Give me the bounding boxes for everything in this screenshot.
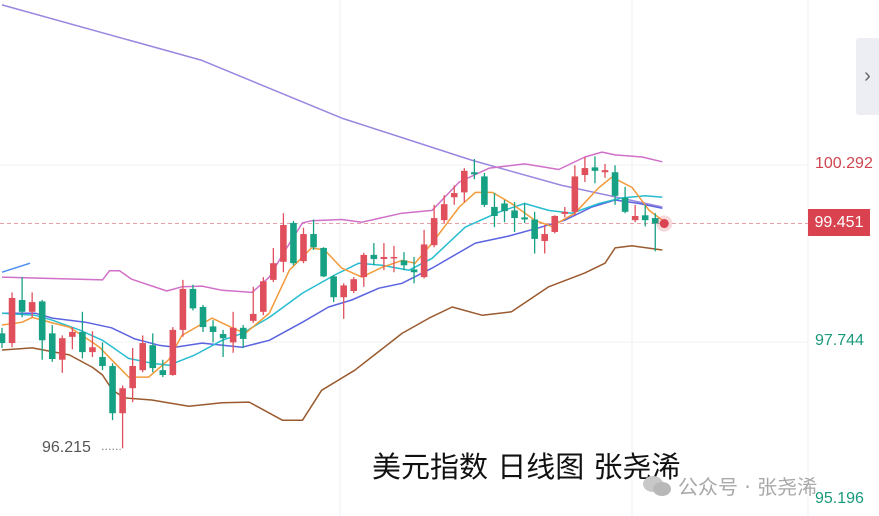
candle-up: [8, 297, 16, 344]
candle-up: [59, 338, 66, 360]
candle-up: [340, 285, 347, 298]
candle-up: [89, 347, 96, 353]
chart-title: 美元指数 日线图 张尧浠: [372, 450, 681, 484]
low-price-marker: 96.215: [42, 439, 91, 456]
candle-down: [491, 206, 498, 216]
candle-up: [179, 288, 187, 330]
candle-up: [360, 254, 368, 278]
candle-down: [149, 345, 157, 369]
candle-up: [270, 263, 277, 280]
candle-down: [310, 234, 317, 248]
last-price-badge: 99.451: [808, 209, 870, 236]
candle-up: [440, 204, 448, 221]
candle-down: [99, 356, 106, 366]
candle-down: [219, 334, 227, 339]
last-price-dot: [659, 219, 669, 229]
candle-up: [229, 327, 237, 343]
candle-up: [139, 343, 146, 371]
long-ma-line: [1, 4, 663, 208]
candle-up: [430, 218, 438, 246]
candle-down: [521, 217, 528, 220]
candle-up: [119, 388, 126, 414]
candle-down: [501, 203, 508, 212]
candle-up: [631, 215, 639, 221]
watermark-text: 公众号 · 张尧浠: [678, 475, 818, 499]
candle-down: [109, 365, 116, 414]
candle-down: [290, 222, 297, 264]
candle-up: [28, 302, 36, 312]
candle-up: [129, 365, 136, 389]
candle-down: [511, 210, 518, 219]
candle-up: [420, 244, 428, 278]
candle-down: [400, 260, 408, 266]
candle-down: [239, 327, 247, 339]
candle-up: [69, 331, 76, 337]
candle-down: [189, 288, 197, 309]
candle-down: [0, 333, 6, 344]
candle-up: [561, 211, 569, 214]
candle-up: [461, 170, 468, 193]
candle-down: [79, 331, 86, 353]
candle-up: [260, 281, 267, 312]
candle-up: [390, 256, 398, 259]
candle-up: [541, 234, 548, 241]
candle-up: [249, 313, 257, 321]
candle-up: [300, 234, 307, 262]
candle-up: [551, 215, 559, 232]
watermark: 公众号 · 张尧浠: [642, 471, 817, 500]
expand-panel-button[interactable]: ›: [856, 38, 879, 115]
price-label-upper: 100.292: [815, 155, 873, 172]
candle-down: [38, 301, 46, 341]
candle-down: [611, 172, 619, 196]
candle-down: [471, 172, 478, 175]
chevron-right-icon: ›: [864, 65, 871, 87]
candle-up: [380, 256, 388, 260]
candle-down: [18, 300, 26, 312]
candle-down: [591, 167, 599, 171]
candle-up: [280, 225, 287, 262]
candle-down: [48, 333, 56, 360]
ma-partial-line: [1, 262, 31, 273]
candle-up: [601, 170, 609, 173]
candle-up: [450, 193, 458, 198]
candle-down: [410, 269, 418, 273]
boll-upper-line: [1, 151, 663, 294]
candle-down: [531, 219, 538, 239]
candle-down: [330, 276, 337, 298]
candle-down: [199, 306, 207, 328]
ma20-line: [2, 199, 663, 348]
candle-up: [581, 168, 589, 176]
price-label-mid: 97.744: [815, 332, 864, 349]
price-label-bottom: 95.196: [815, 490, 864, 507]
candle-up: [571, 176, 579, 212]
candle-down: [641, 215, 649, 221]
candle-up: [350, 279, 358, 291]
candle-down: [320, 247, 327, 277]
candle-up: [169, 329, 177, 376]
boll-lower-line: [1, 245, 663, 421]
candle-down: [370, 254, 378, 260]
candle-down: [621, 197, 629, 212]
candle-down: [651, 218, 659, 224]
candle-down: [159, 370, 167, 376]
candle-down: [481, 176, 488, 205]
wechat-icon: [643, 475, 671, 496]
candle-down: [209, 326, 217, 332]
